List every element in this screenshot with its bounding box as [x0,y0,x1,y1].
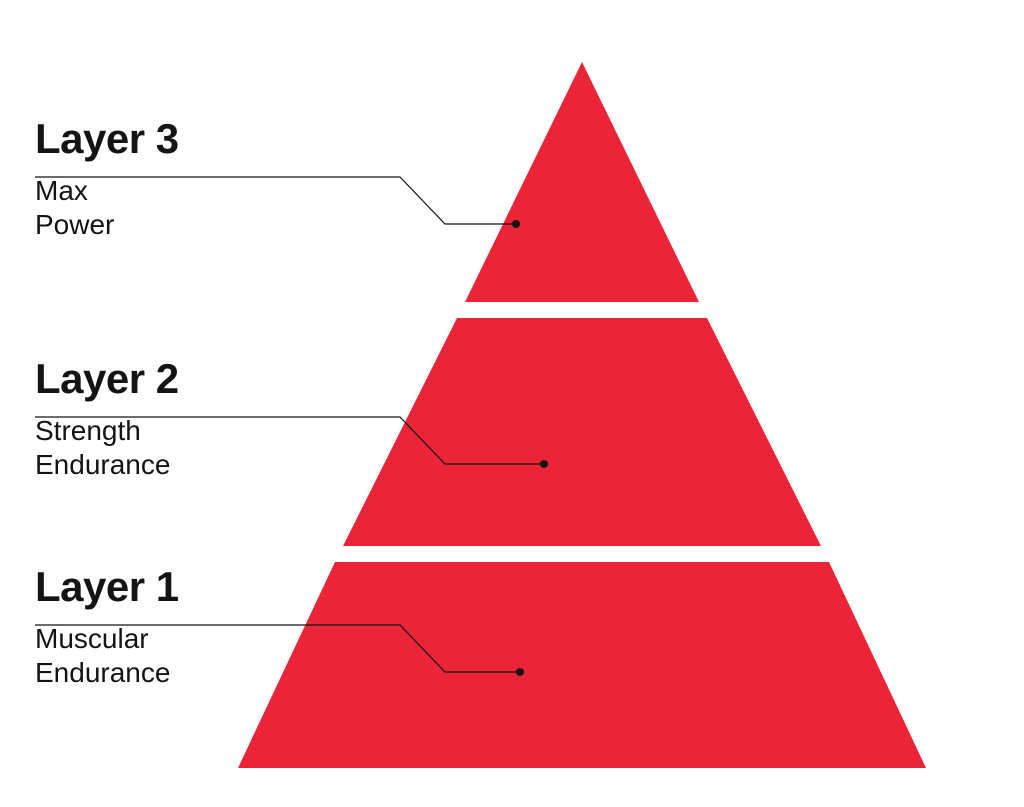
pyramid-segment-top [465,62,699,302]
label-block-layer2: Layer 2 Strength Endurance [35,355,315,481]
diagram-canvas: Layer 3 Max Power Layer 2 Strength Endur… [0,0,1024,807]
label-title-layer3: Layer 3 [35,115,315,163]
pyramid-segment-bottom [238,562,926,768]
label-block-layer3: Layer 3 Max Power [35,115,315,241]
label-block-layer1: Layer 1 Muscular Endurance [35,563,315,689]
label-sub1-layer2: Strength [35,414,315,448]
label-sub1-layer1: Muscular [35,622,315,656]
label-sub2-layer3: Power [35,208,315,242]
label-sub2-layer1: Endurance [35,656,315,690]
label-title-layer2: Layer 2 [35,355,315,403]
label-sub2-layer2: Endurance [35,448,315,482]
label-sub1-layer3: Max [35,174,315,208]
label-title-layer1: Layer 1 [35,563,315,611]
